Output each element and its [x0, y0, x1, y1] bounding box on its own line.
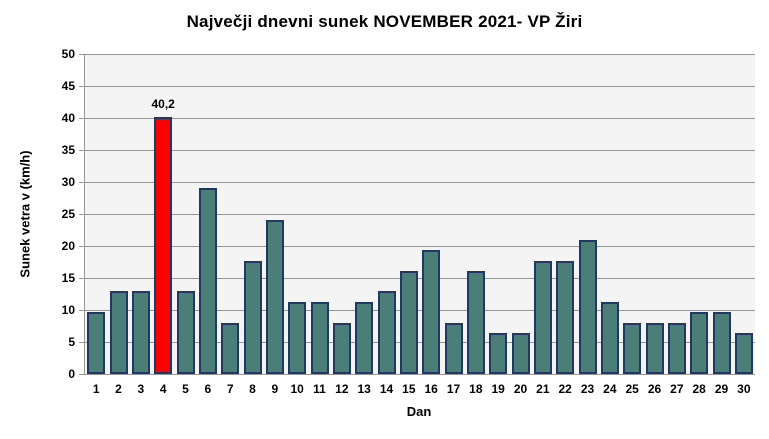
x-tick-label: 26	[647, 382, 662, 396]
y-axis-tick	[79, 342, 85, 343]
bar-day-2	[109, 291, 128, 374]
gridline	[85, 150, 755, 151]
y-tick-label: 35	[61, 143, 75, 157]
bar-day-6	[198, 188, 217, 374]
bar-day-26	[645, 322, 664, 374]
y-tick-label: 0	[68, 367, 75, 381]
x-tick-label: 5	[182, 382, 189, 396]
x-tick-label: 30	[737, 382, 751, 396]
x-tick-label: 1	[92, 382, 100, 396]
gridline	[85, 214, 755, 215]
y-axis-tick	[79, 214, 85, 215]
highlight-value-label: 40,2	[151, 96, 175, 111]
y-tick-label: 10	[61, 303, 75, 317]
plot-area: 0 5 10 15 20 25 30 35 40 45 50 1 2 3 4 5 6 7 8 9 10 11 12 13 14 1…	[62, 47, 755, 396]
x-tick-label: 12	[335, 382, 349, 396]
y-tick-label: 20	[61, 239, 75, 253]
bar-day-12	[332, 322, 351, 374]
x-tick-label: 24	[603, 382, 617, 396]
y-tick-label: 40	[61, 111, 75, 125]
bar-day-23	[578, 240, 597, 374]
bar-day-18	[466, 270, 485, 374]
y-tick-label: 25	[61, 207, 75, 221]
y-tick-label: 50	[61, 47, 75, 61]
x-tick-label: 7	[226, 382, 234, 396]
x-tick-label: 27	[670, 382, 684, 396]
bar-day-15	[399, 270, 418, 374]
x-tick-label: 16	[424, 382, 438, 396]
x-tick-label: 22	[558, 382, 572, 396]
y-tick-label: 30	[61, 175, 75, 189]
bar-day-1	[87, 311, 106, 374]
y-axis-tick	[79, 150, 85, 151]
bar-day-3	[131, 291, 150, 374]
x-axis-title: Dan	[406, 404, 432, 419]
bar-day-17	[444, 322, 463, 374]
y-axis-tick	[79, 278, 85, 279]
x-tick-label: 18	[469, 382, 483, 396]
x-tick-label: 14	[379, 382, 394, 396]
bar-day-13	[355, 301, 374, 374]
bar-day-28	[690, 311, 709, 374]
x-tick-label: 8	[249, 382, 256, 396]
y-tick-label: 5	[68, 335, 75, 349]
x-tick-label: 6	[204, 382, 212, 396]
bar-day-20	[511, 333, 530, 374]
gridline	[85, 118, 755, 119]
y-tick-label: 45	[61, 79, 75, 93]
bar-day-29	[712, 311, 731, 374]
bar-day-30	[734, 333, 753, 374]
x-tick-label: 17	[446, 382, 461, 396]
x-tick-label: 28	[692, 382, 706, 396]
bar-day-9	[265, 219, 284, 374]
x-tick-label: 4	[159, 382, 167, 396]
x-tick-label: 13	[357, 382, 371, 396]
bar-day-19	[489, 333, 508, 374]
gridline	[85, 342, 755, 343]
bar-day-27	[667, 322, 686, 374]
y-axis-tick	[79, 86, 85, 87]
gridline	[85, 310, 755, 311]
x-tick-label: 29	[714, 382, 729, 396]
bar-day-22	[556, 260, 575, 374]
gridline	[85, 246, 755, 247]
bar-day-25	[623, 322, 642, 374]
y-axis-tick	[79, 374, 85, 375]
x-tick-label: 19	[491, 382, 505, 396]
x-tick-label: 21	[536, 382, 550, 396]
bar-day-4	[154, 116, 173, 374]
gridline	[85, 182, 755, 183]
y-axis-title: Sunek vetra v (km/h)	[17, 150, 33, 278]
gridline	[85, 54, 755, 55]
y-axis-tick	[79, 310, 85, 311]
x-tick-label: 20	[513, 382, 528, 396]
bar-day-21	[533, 260, 552, 374]
x-tick-label: 23	[580, 382, 595, 396]
y-axis-tick	[79, 54, 85, 55]
y-axis-tick	[79, 246, 85, 247]
bar-day-10	[288, 301, 307, 374]
gridline	[85, 86, 755, 87]
gridline	[85, 278, 755, 279]
bar-day-5	[176, 291, 195, 374]
bar-day-11	[310, 301, 329, 374]
chart-title: Največji dnevni sunek NOVEMBER 2021- VP …	[186, 12, 583, 31]
y-axis-tick	[79, 182, 85, 183]
y-tick-label: 15	[61, 271, 75, 285]
x-tick-label: 9	[271, 382, 279, 396]
x-tick-label: 2	[115, 382, 122, 396]
x-tick-label: 10	[290, 382, 304, 396]
bar-day-16	[422, 250, 441, 374]
x-tick-label: 25	[625, 382, 639, 396]
bar-day-24	[600, 301, 619, 374]
y-axis-tick	[79, 118, 85, 119]
x-tick-label: 11	[313, 382, 326, 396]
bar-day-7	[221, 322, 240, 374]
x-tick-label: 15	[402, 382, 416, 396]
bar-day-14	[377, 291, 396, 374]
bar-day-8	[243, 260, 262, 374]
x-tick-label: 3	[137, 382, 145, 396]
